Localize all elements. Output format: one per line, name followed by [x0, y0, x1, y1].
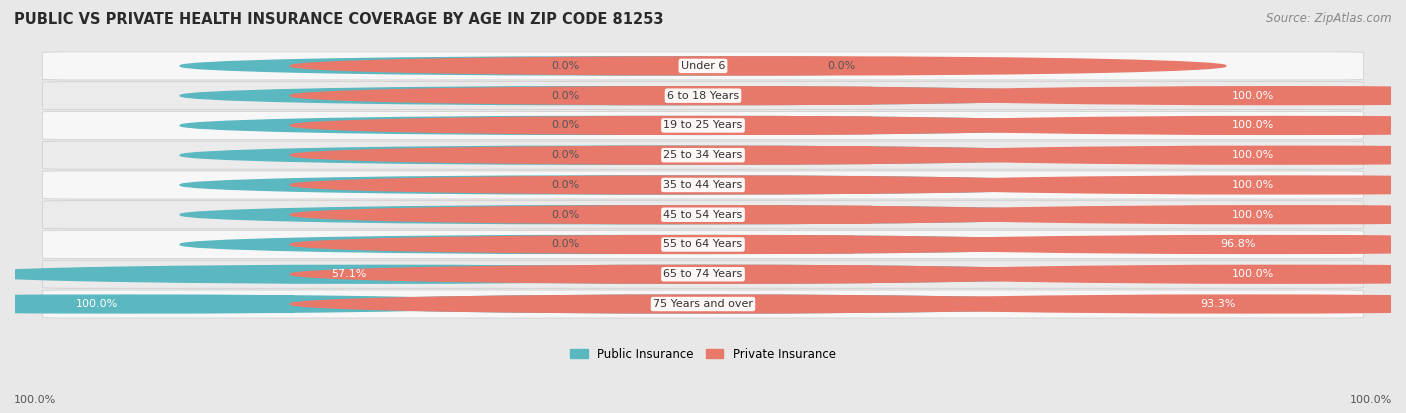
FancyBboxPatch shape [42, 260, 1364, 288]
FancyBboxPatch shape [699, 295, 834, 313]
FancyBboxPatch shape [42, 112, 1364, 140]
FancyBboxPatch shape [42, 82, 1364, 110]
Text: 0.0%: 0.0% [551, 121, 579, 131]
Circle shape [180, 176, 1005, 194]
Text: 0.0%: 0.0% [551, 240, 579, 249]
Text: 57.1%: 57.1% [330, 269, 366, 279]
Circle shape [0, 265, 786, 283]
Circle shape [290, 146, 1116, 164]
Text: 93.3%: 93.3% [1199, 299, 1236, 309]
Circle shape [290, 235, 1116, 254]
Text: 100.0%: 100.0% [1350, 395, 1392, 405]
Circle shape [290, 87, 1116, 104]
Text: Under 6: Under 6 [681, 61, 725, 71]
Legend: Public Insurance, Private Insurance: Public Insurance, Private Insurance [565, 343, 841, 365]
FancyBboxPatch shape [42, 290, 1364, 318]
Text: 100.0%: 100.0% [76, 299, 118, 309]
Circle shape [290, 57, 1116, 75]
FancyBboxPatch shape [699, 265, 872, 283]
Circle shape [180, 206, 1005, 224]
FancyBboxPatch shape [42, 52, 1364, 80]
Text: 0.0%: 0.0% [551, 61, 579, 71]
Circle shape [180, 146, 1005, 164]
Circle shape [290, 116, 1116, 134]
Text: 19 to 25 Years: 19 to 25 Years [664, 121, 742, 131]
Text: 100.0%: 100.0% [1232, 121, 1274, 131]
Circle shape [290, 116, 1116, 134]
Circle shape [290, 176, 1116, 194]
Circle shape [868, 146, 1406, 164]
Text: Source: ZipAtlas.com: Source: ZipAtlas.com [1267, 12, 1392, 25]
Circle shape [290, 265, 1116, 283]
Text: 0.0%: 0.0% [551, 180, 579, 190]
Circle shape [868, 176, 1406, 194]
Text: 100.0%: 100.0% [1232, 269, 1274, 279]
FancyBboxPatch shape [121, 295, 294, 313]
Circle shape [290, 206, 1116, 224]
Circle shape [180, 87, 1005, 104]
Circle shape [290, 206, 1116, 224]
Text: 100.0%: 100.0% [1232, 91, 1274, 101]
Circle shape [849, 235, 1406, 254]
Text: 55 to 64 Years: 55 to 64 Years [664, 240, 742, 249]
Text: 6 to 18 Years: 6 to 18 Years [666, 91, 740, 101]
Text: 100.0%: 100.0% [1232, 180, 1274, 190]
FancyBboxPatch shape [42, 201, 1364, 229]
Text: 0.0%: 0.0% [551, 210, 579, 220]
Circle shape [180, 116, 1005, 134]
FancyBboxPatch shape [699, 206, 872, 224]
FancyBboxPatch shape [42, 230, 1364, 259]
Circle shape [290, 57, 1116, 75]
FancyBboxPatch shape [699, 116, 872, 135]
Text: 75 Years and over: 75 Years and over [652, 299, 754, 309]
Text: 100.0%: 100.0% [1232, 150, 1274, 160]
Circle shape [0, 295, 538, 313]
Text: 100.0%: 100.0% [14, 395, 56, 405]
Circle shape [290, 295, 1116, 313]
Text: 25 to 34 Years: 25 to 34 Years [664, 150, 742, 160]
FancyBboxPatch shape [699, 235, 853, 254]
Text: 0.0%: 0.0% [827, 61, 855, 71]
Text: 35 to 44 Years: 35 to 44 Years [664, 180, 742, 190]
FancyBboxPatch shape [699, 146, 872, 164]
FancyBboxPatch shape [42, 171, 1364, 199]
FancyBboxPatch shape [699, 176, 872, 194]
Circle shape [290, 295, 1116, 313]
Circle shape [401, 57, 1226, 75]
Text: 96.8%: 96.8% [1220, 240, 1256, 249]
Circle shape [290, 265, 1116, 283]
Circle shape [868, 87, 1406, 104]
Circle shape [290, 87, 1116, 104]
Text: 65 to 74 Years: 65 to 74 Years [664, 269, 742, 279]
Circle shape [290, 176, 1116, 194]
Text: 0.0%: 0.0% [551, 91, 579, 101]
Circle shape [868, 206, 1406, 224]
Circle shape [290, 146, 1116, 164]
Circle shape [180, 235, 1005, 254]
Circle shape [290, 235, 1116, 254]
Circle shape [180, 57, 1005, 75]
Circle shape [830, 295, 1406, 313]
Text: 0.0%: 0.0% [551, 150, 579, 160]
FancyBboxPatch shape [699, 87, 872, 104]
Circle shape [868, 116, 1406, 134]
Text: PUBLIC VS PRIVATE HEALTH INSURANCE COVERAGE BY AGE IN ZIP CODE 81253: PUBLIC VS PRIVATE HEALTH INSURANCE COVER… [14, 12, 664, 27]
Circle shape [868, 265, 1406, 283]
FancyBboxPatch shape [42, 141, 1364, 169]
Text: 45 to 54 Years: 45 to 54 Years [664, 210, 742, 220]
Text: 100.0%: 100.0% [1232, 210, 1274, 220]
